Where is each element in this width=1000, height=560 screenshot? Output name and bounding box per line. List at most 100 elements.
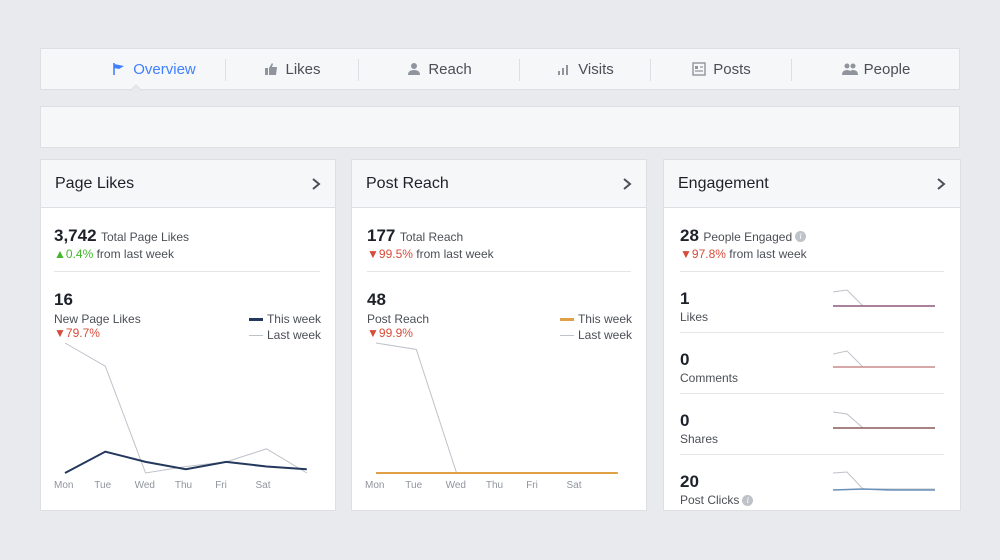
page-likes-summary: 3,742 Total Page Likes ▲0.4% from last w… [54,226,189,261]
x-tick-label: Fri [215,480,227,491]
x-tick-label: Thu [486,480,503,491]
total-page-likes-value: 3,742 [54,226,97,245]
post-reach-detail: 48 Post Reach ▼99.9% [367,290,429,340]
comments-sparkline [833,350,935,368]
legend-swatch-this-week [248,317,263,321]
post-reach-header[interactable]: Post Reach [352,160,646,208]
x-tick-label: Thu [175,480,192,491]
last-week-line [375,342,618,474]
page-likes-title: Page Likes [55,174,135,192]
post-reach-chart: Mon Tue Wed Thu Fri Sat [365,342,618,491]
engagement-summary: 28 People Engaged i ▼97.8% from last week [680,226,807,261]
last-week-line [64,342,308,474]
thumbs-up-icon [263,62,279,76]
x-tick-label: Sat [567,480,582,491]
tab-likes[interactable]: Likes [226,49,358,89]
down-arrow-icon: ▼ [367,247,379,261]
tab-visits[interactable]: Visits [520,49,650,89]
chevron-right-icon[interactable] [622,177,632,191]
total-page-likes-delta: ▲0.4% from last week [54,247,174,261]
tab-people[interactable]: People [792,49,960,89]
tab-people-label: People [863,60,911,78]
person-icon [406,62,422,76]
total-reach-delta: ▼99.5% from last week [367,247,494,261]
people-engaged-value: 28 [680,226,699,245]
post-reach-value: 48 [367,290,386,309]
likes-value: 1 [680,289,690,308]
engagement-header[interactable]: Engagement [664,160,960,208]
x-tick-label: Mon [54,480,73,491]
tab-reach-label: Reach [428,60,472,78]
page-likes-legend: This week Last week [231,311,321,343]
post-clicks-value: 20 [680,472,699,491]
page-likes-header[interactable]: Page Likes [41,160,335,208]
new-page-likes-delta: ▼79.7% [54,326,100,340]
x-tick-label: Sat [256,480,271,491]
engagement-row-comments: 0 Comments [680,350,738,385]
engagement-row-likes: 1 Likes [680,289,708,324]
post-reach-summary: 177 Total Reach ▼99.5% from last week [367,226,494,261]
likes-sparkline [833,289,935,307]
tab-visits-label: Visits [578,60,614,78]
legend-swatch-last-week [248,334,263,336]
new-page-likes-label: New Page Likes [54,312,141,326]
info-icon[interactable]: i [742,495,754,507]
bar-chart-icon [556,62,572,76]
tab-reach[interactable]: Reach [359,49,519,89]
post-reach-card: Post Reach 177 Total Reach ▼99.5% from l… [351,159,647,511]
total-reach-label: Total Reach [399,230,464,244]
new-page-likes-summary: 16 New Page Likes ▼79.7% [54,290,141,340]
down-arrow-icon: ▼ [680,247,692,261]
engagement-title: Engagement [678,174,769,192]
posts-icon [691,62,707,76]
post-reach-label: Post Reach [367,312,430,326]
tab-overview-label: Overview [133,60,196,78]
likes-label: Likes [680,310,709,324]
x-tick-label: Mon [365,480,384,491]
engagement-row-shares: 0 Shares [680,411,718,446]
chevron-right-icon[interactable] [311,177,321,191]
tab-posts-label: Posts [713,60,751,78]
post-clicks-label: Post Clicks [680,493,740,507]
engagement-card: Engagement 28 People Engaged i ▼97.8% fro… [663,159,961,511]
this-week-line [64,450,307,474]
page-likes-card: Page Likes 3,742 Total Page Likes ▲0.4% … [40,159,336,511]
engagement-row-post-clicks: 20 Post Clicks i [680,472,754,507]
people-engaged-delta: ▼97.8% from last week [680,247,807,261]
x-tick-label: Wed [135,480,155,491]
up-arrow-icon: ▲ [54,247,66,261]
legend-swatch-last-week [559,334,574,336]
comments-label: Comments [680,371,739,385]
insights-tab-bar: Overview Likes Reach Visits Posts People [40,48,960,90]
post-reach-title: Post Reach [366,174,449,192]
chevron-right-icon[interactable] [936,177,946,191]
active-tab-caret [130,84,142,91]
post-reach-legend: This week Last week [542,311,632,343]
legend-swatch-this-week [559,317,574,321]
tab-posts[interactable]: Posts [651,49,791,89]
comments-value: 0 [680,350,690,369]
post-clicks-sparkline [833,471,935,491]
people-engaged-label: People Engaged [703,230,793,244]
post-reach-delta: ▼99.9% [367,326,413,340]
total-reach-value: 177 [367,226,396,245]
new-page-likes-value: 16 [54,290,73,309]
post-clicks-label-wrap: Post Clicks i [680,493,754,507]
date-range-bar [40,106,960,148]
flag-icon [111,62,127,76]
page-likes-chart: Mon Tue Wed Thu Fri Sat [54,342,308,491]
shares-value: 0 [680,411,690,430]
x-tick-label: Tue [94,480,111,491]
down-arrow-icon: ▼ [367,326,379,340]
x-tick-label: Wed [446,480,466,491]
tab-likes-label: Likes [285,60,321,78]
total-page-likes-label: Total Page Likes [101,230,190,244]
x-tick-label: Tue [405,480,422,491]
x-tick-label: Fri [526,480,538,491]
down-arrow-icon: ▼ [54,326,66,340]
tab-overview[interactable]: Overview [81,49,226,89]
info-icon[interactable]: i [795,231,807,243]
shares-label: Shares [680,432,719,446]
shares-sparkline [833,411,935,429]
people-icon [841,62,858,76]
